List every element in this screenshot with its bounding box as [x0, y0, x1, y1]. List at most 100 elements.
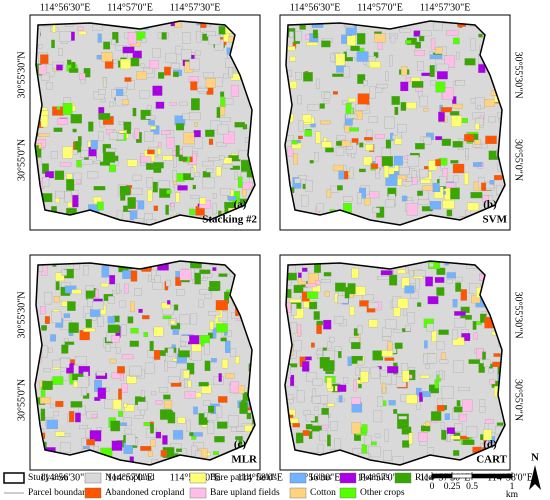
parcel: [369, 61, 381, 69]
parcel: [170, 63, 180, 69]
parcel: [193, 406, 198, 415]
parcel: [388, 400, 396, 406]
parcel: [80, 150, 89, 158]
parcel: [384, 116, 395, 129]
parcel: [373, 410, 383, 423]
parcel: [392, 456, 404, 465]
land-cover: [285, 21, 505, 225]
parcel: [291, 303, 297, 316]
parcel: [377, 396, 384, 407]
parcel: [316, 320, 324, 325]
parcel: [246, 412, 252, 420]
parcel: [139, 90, 150, 99]
parcel: [423, 137, 432, 145]
parcel: [474, 139, 482, 145]
parcel: [170, 203, 175, 207]
parcel: [338, 395, 343, 403]
parcel: [165, 52, 177, 63]
parcel: [305, 180, 313, 192]
parcel: [40, 408, 46, 421]
parcel: [60, 442, 71, 453]
parcel: [478, 363, 485, 373]
parcel: [350, 45, 360, 52]
parcel: [63, 313, 71, 318]
parcel: [208, 287, 219, 292]
parcel: [72, 195, 79, 208]
parcel: [428, 262, 434, 267]
parcel: [405, 40, 412, 44]
parcel: [351, 268, 359, 279]
parcel: [442, 87, 454, 100]
parcel: [202, 33, 209, 41]
parcel: [162, 155, 173, 161]
parcel: [366, 129, 373, 142]
parcel: [224, 201, 236, 209]
parcel: [472, 321, 477, 330]
method-label: SVM: [483, 214, 508, 226]
parcel: [111, 39, 116, 45]
parcel: [453, 175, 459, 183]
parcel: [150, 423, 154, 434]
parcel: [465, 210, 471, 216]
parcel: [73, 264, 80, 270]
parcel: [223, 131, 235, 144]
parcel: [384, 429, 389, 442]
parcel: [230, 348, 237, 358]
parcel: [42, 380, 53, 391]
parcel: [218, 373, 222, 382]
parcel: [169, 102, 177, 106]
parcel: [357, 93, 370, 105]
parcel: [242, 188, 247, 197]
parcel: [179, 346, 192, 351]
parcel: [119, 373, 124, 381]
parcel: [193, 136, 204, 149]
parcel: [482, 351, 486, 360]
parcel: [175, 123, 185, 131]
parcel: [394, 342, 403, 349]
parcel: [293, 284, 304, 293]
longitude-label: 114°56'30"E: [290, 2, 341, 13]
parcel: [493, 175, 503, 181]
parcel: [136, 71, 147, 80]
parcel: [454, 423, 463, 432]
parcel: [205, 129, 215, 137]
parcel: [451, 115, 462, 127]
parcel: [368, 319, 378, 328]
parcel: [174, 22, 182, 28]
parcel: [302, 114, 312, 123]
parcel: [70, 401, 83, 408]
parcel: [399, 166, 410, 175]
parcel: [430, 80, 437, 86]
parcel: [312, 29, 318, 39]
parcel: [446, 272, 456, 279]
parcel: [220, 337, 227, 342]
parcel: [155, 400, 163, 405]
parcel: [203, 72, 214, 78]
parcel: [58, 48, 63, 56]
parcel: [483, 359, 491, 367]
parcel: [74, 356, 87, 366]
parcel: [488, 368, 494, 374]
parcel: [424, 340, 428, 349]
parcel: [359, 142, 364, 148]
parcel: [290, 374, 295, 387]
parcel: [299, 24, 306, 30]
parcel: [179, 269, 192, 281]
parcel: [187, 335, 200, 345]
parcel: [81, 387, 87, 396]
parcel: [140, 109, 151, 120]
parcel: [103, 41, 111, 50]
legend-swatch: [289, 472, 307, 484]
parcel: [189, 58, 200, 70]
parcel: [430, 38, 436, 50]
parcel: [355, 367, 360, 376]
parcel: [334, 438, 342, 450]
parcel: [62, 103, 73, 116]
parcel: [125, 434, 136, 446]
map-panel: 114°56'30"E 114°57'0"E 114°57'30"E 30°55'30…: [16, 2, 261, 231]
parcel: [397, 298, 409, 309]
parcel: [427, 447, 434, 455]
parcel: [124, 404, 135, 412]
parcel: [446, 427, 456, 435]
parcel: [453, 450, 460, 456]
